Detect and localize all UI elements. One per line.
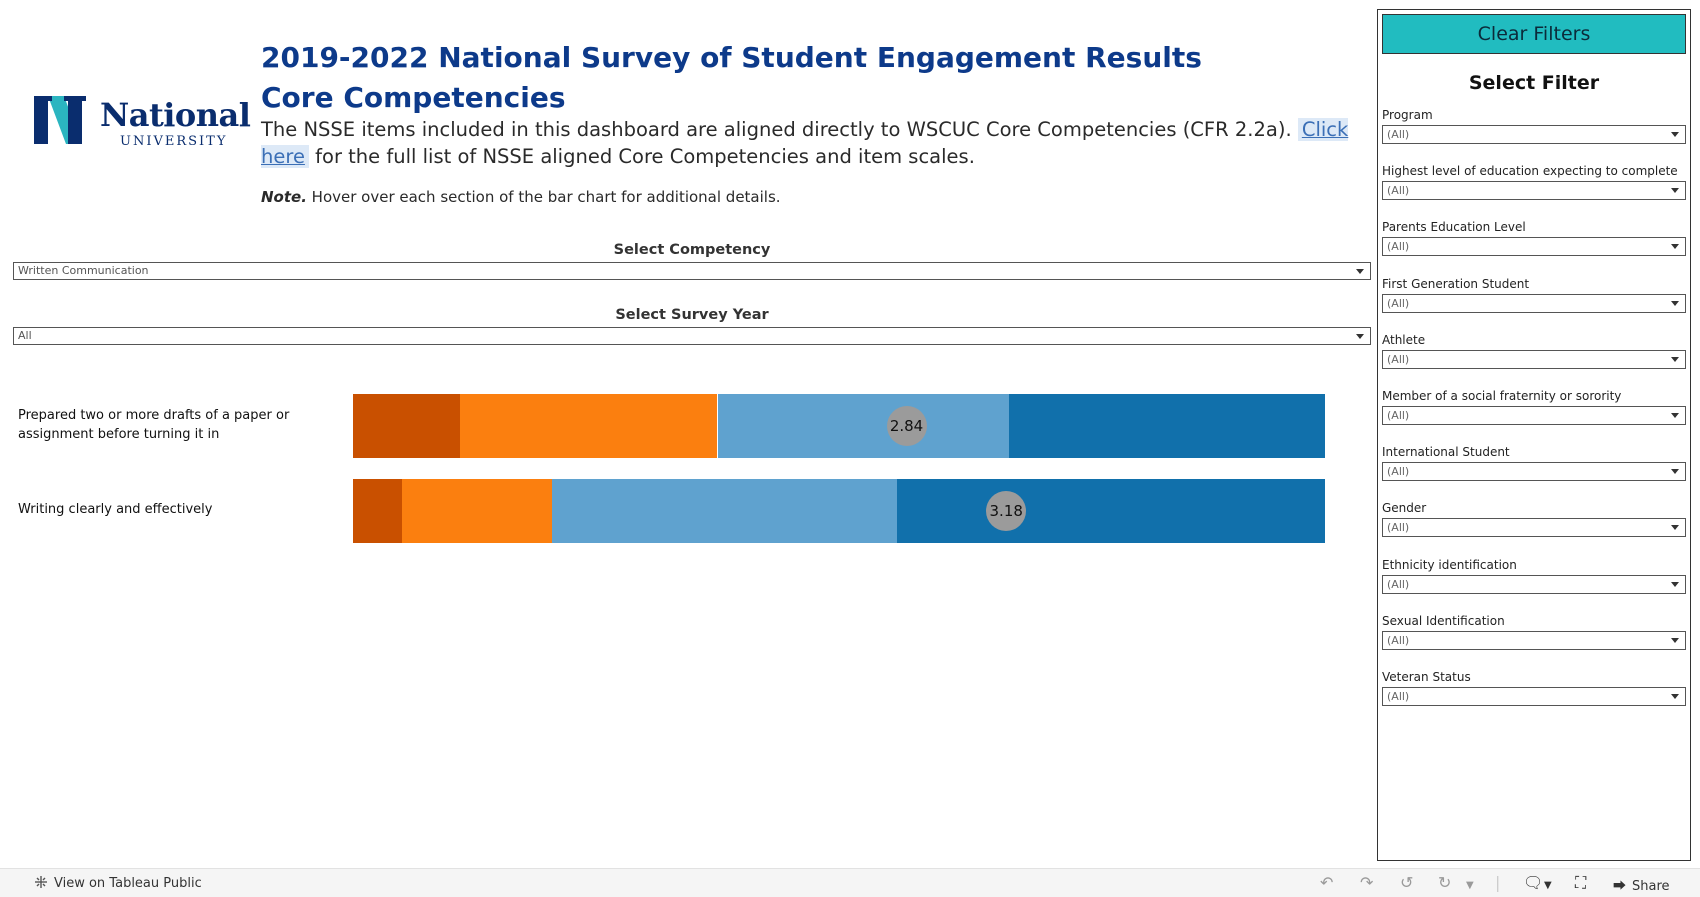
fullscreen-icon[interactable]: ⛶ — [1575, 873, 1587, 892]
panel-filter-label: Highest level of education expecting to … — [1382, 164, 1678, 179]
bar-segment[interactable] — [401, 479, 553, 543]
chevron-down-icon — [1671, 356, 1679, 362]
refresh-dropdown-icon[interactable]: ▼ — [1466, 880, 1474, 891]
view-on-tableau-link[interactable]: View on Tableau Public — [34, 875, 202, 891]
revert-icon[interactable]: ↺ — [1400, 873, 1414, 892]
refresh-icon[interactable]: ↻ — [1438, 873, 1452, 892]
logo-wordmark: National — [100, 96, 251, 134]
survey-year-filter-label: Select Survey Year — [615, 307, 769, 323]
share-icon: ⮕ — [1613, 879, 1627, 894]
panel-filter-select[interactable]: (All) — [1382, 349, 1686, 369]
mean-score-marker[interactable]: 3.18 — [986, 491, 1027, 531]
panel-filter-value: (All) — [1387, 465, 1410, 479]
chevron-down-icon — [1671, 637, 1679, 643]
panel-filter-value: (All) — [1387, 521, 1410, 535]
share-label: Share — [1632, 879, 1670, 894]
panel-filter-value: (All) — [1387, 184, 1410, 198]
note-text: Hover over each section of the bar chart… — [306, 188, 781, 206]
panel-filter-value: (All) — [1387, 690, 1410, 703]
panel-filter-label: Member of a social fraternity or sororit… — [1382, 389, 1622, 403]
panel-filter-value: (All) — [1387, 296, 1410, 310]
view-on-tableau-label: View on Tableau Public — [54, 876, 202, 891]
panel-filter-select[interactable]: (All) — [1382, 237, 1686, 257]
panel-filter-label: Veteran Status — [1382, 670, 1471, 684]
bar-segment[interactable] — [1009, 394, 1325, 458]
panel-filter-select[interactable]: (All) — [1382, 181, 1686, 201]
national-university-logo: National UNIVERSITY — [34, 96, 251, 156]
panel-filter-label: Program — [1382, 108, 1433, 122]
chevron-down-icon — [1671, 188, 1679, 194]
chevron-down-icon — [1671, 694, 1679, 699]
panel-filter-value: (All) — [1387, 128, 1410, 141]
share-button[interactable]: ⮕ Share — [1613, 875, 1670, 894]
survey-year-select-value: All — [18, 329, 32, 342]
panel-filter-value: (All) — [1387, 409, 1410, 422]
panel-filter-value: (All) — [1387, 240, 1410, 254]
panel-filter-select[interactable]: (All) — [1382, 406, 1686, 425]
bar-label-drafts: Prepared two or more drafts of a paper o… — [18, 408, 290, 442]
chevron-down-icon — [1671, 300, 1679, 306]
panel-filter-select[interactable]: (All) — [1382, 293, 1686, 313]
panel-filter-select[interactable]: (All) — [1382, 462, 1686, 482]
panel-filter-select[interactable]: (All) — [1382, 687, 1686, 706]
panel-filter-value: (All) — [1387, 633, 1410, 647]
logo-subtitle: UNIVERSITY — [120, 134, 228, 149]
panel-filter-value: (All) — [1387, 577, 1410, 591]
bar-label-writing: Writing clearly and effectively — [18, 502, 213, 517]
panel-filter-label: Ethnicity identification — [1382, 557, 1517, 572]
bar-segment[interactable] — [353, 394, 460, 458]
chevron-down-icon — [1356, 269, 1364, 274]
hover-note: Note. Hover over each section of the bar… — [261, 188, 781, 206]
description-text-start: The NSSE items included in this dashboar… — [261, 118, 1298, 141]
panel-filter-label: Parents Education Level — [1382, 220, 1526, 235]
chevron-down-icon — [1671, 581, 1679, 587]
n-mark-icon — [34, 96, 86, 144]
panel-filter-label: First Generation Student — [1382, 276, 1530, 291]
comment-dropdown-icon[interactable]: ▼ — [1544, 880, 1552, 891]
chevron-down-icon — [1671, 244, 1679, 250]
panel-filter-select[interactable]: (All) — [1382, 574, 1686, 594]
description: The NSSE items included in this dashboar… — [261, 116, 1361, 170]
bar-segment[interactable] — [897, 479, 1325, 543]
redo-icon[interactable]: ↷ — [1360, 873, 1374, 892]
mean-score-marker[interactable]: 2.84 — [886, 406, 927, 446]
title-line-2: Core Competencies — [261, 81, 566, 114]
chevron-down-icon — [1671, 469, 1679, 475]
panel-filter-value: (All) — [1387, 352, 1410, 366]
panel-filter-select[interactable]: (All) — [1382, 125, 1686, 144]
panel-filter-select[interactable]: (All) — [1382, 518, 1686, 538]
tableau-toolbar: View on Tableau Public ↶ ↷ ↺ ↻ ▼ | 🗨 ▼ ⛶… — [0, 868, 1700, 897]
competency-select-value: Written Communication — [18, 264, 149, 277]
bar-segment[interactable] — [552, 479, 898, 543]
bar-segment[interactable] — [717, 394, 1010, 458]
page-title: 2019-2022 National Survey of Student Eng… — [261, 38, 1202, 118]
panel-filter-label: Sexual Identification — [1382, 613, 1505, 628]
chevron-down-icon — [1671, 413, 1679, 418]
title-line-1: 2019-2022 National Survey of Student Eng… — [261, 41, 1202, 74]
bar-segment[interactable] — [353, 479, 402, 543]
clear-filters-button[interactable]: Clear Filters — [1382, 14, 1686, 54]
competency-select[interactable]: Written Communication — [13, 262, 1371, 280]
survey-year-select[interactable]: All — [13, 327, 1371, 345]
panel-filter-label: Gender — [1382, 501, 1427, 516]
chevron-down-icon — [1356, 334, 1364, 339]
undo-icon[interactable]: ↶ — [1320, 873, 1334, 892]
chevron-down-icon — [1671, 132, 1679, 137]
chevron-down-icon — [1671, 525, 1679, 531]
competency-filter-label: Select Competency — [613, 242, 771, 258]
comment-icon[interactable]: 🗨 — [1523, 873, 1544, 892]
panel-filter-label: International Student — [1382, 445, 1510, 460]
panel-filter-label: Athlete — [1382, 332, 1426, 347]
filter-panel: Clear Filters Select Filter Program (All)… — [1377, 9, 1691, 861]
bar-segment[interactable] — [459, 394, 718, 458]
panel-filter-select[interactable]: (All) — [1382, 630, 1686, 650]
tableau-logo-icon — [35, 876, 47, 888]
note-label: Note. — [261, 188, 307, 206]
filter-panel-title: Select Filter — [1468, 72, 1600, 94]
toolbar-divider: | — [1495, 873, 1501, 892]
description-text-end: for the full list of NSSE aligned Core C… — [308, 145, 975, 168]
